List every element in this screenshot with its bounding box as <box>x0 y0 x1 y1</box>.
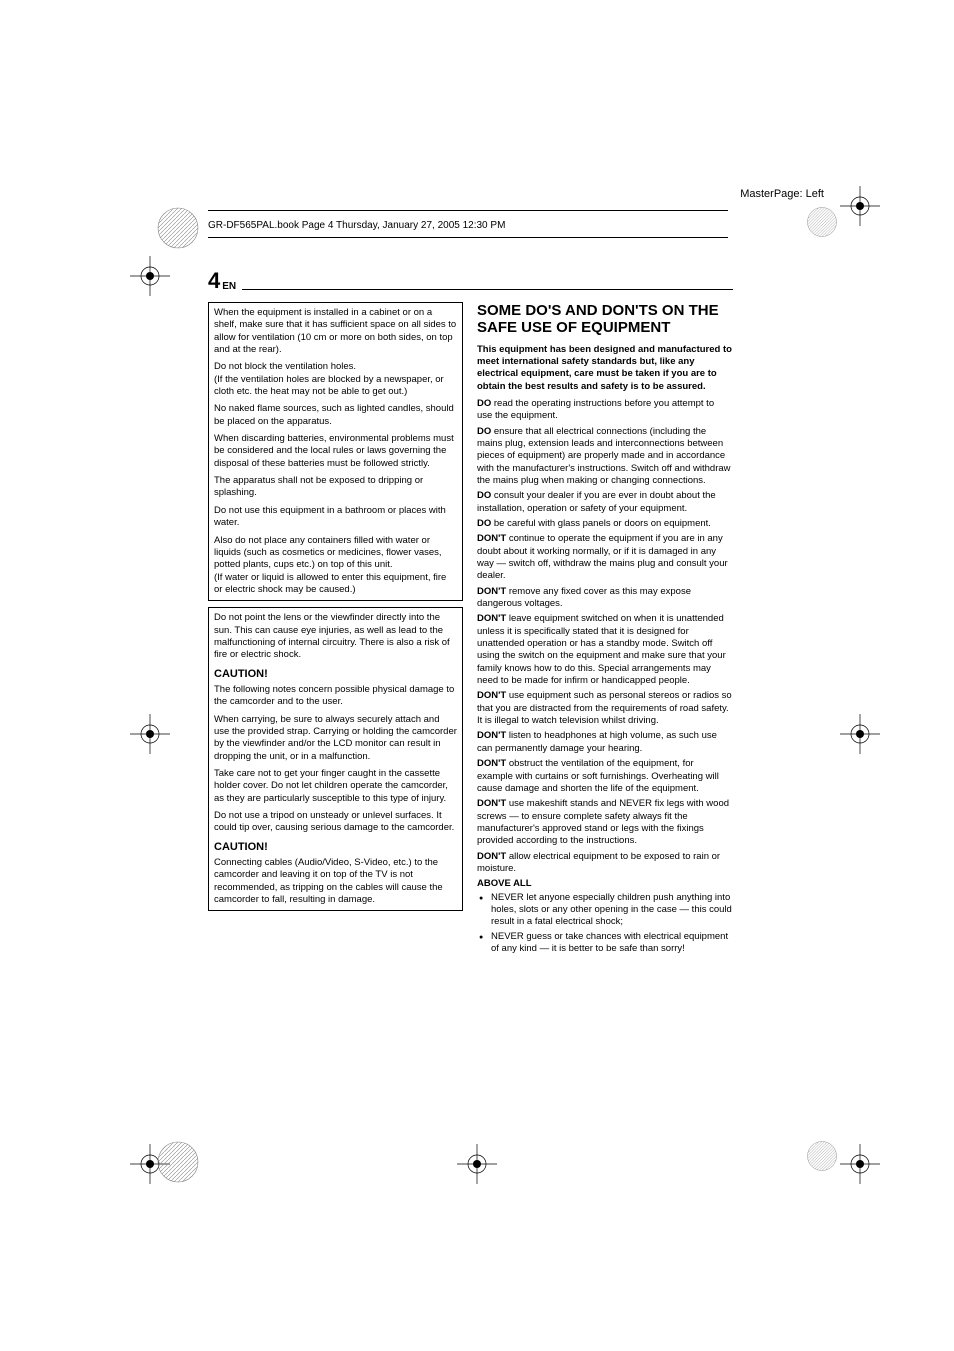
caution-para: When carrying, be sure to always securel… <box>214 714 457 763</box>
page-number-row: 4 EN <box>208 268 733 294</box>
page-rule <box>242 289 733 290</box>
corner-hatch-icon <box>156 1140 200 1184</box>
registration-mark-icon <box>840 1144 880 1184</box>
ventilation-warning-box: When the equipment is installed in a cab… <box>208 302 463 601</box>
corner-hatch-icon <box>806 1140 838 1172</box>
caution-para: Connecting cables (Audio/Video, S-Video,… <box>214 857 457 906</box>
caution-heading: CAUTION! <box>214 840 457 854</box>
do-item: DO read the operating instructions befor… <box>477 398 732 423</box>
two-column-layout: When the equipment is installed in a cab… <box>208 302 733 957</box>
do-item: DO ensure that all electrical connection… <box>477 426 732 488</box>
page-content: 4 EN When the equipment is installed in … <box>208 268 733 957</box>
do-item: DO consult your dealer if you are ever i… <box>477 490 732 515</box>
bullet-item: NEVER let anyone especially children pus… <box>477 892 732 929</box>
above-all-heading: ABOVE ALL <box>477 878 732 890</box>
section-intro: This equipment has been designed and man… <box>477 344 732 393</box>
book-header-text: GR-DF565PAL.book Page 4 Thursday, Januar… <box>208 220 728 231</box>
caution-intro: Do not point the lens or the viewfinder … <box>214 612 457 661</box>
dont-item: DON'T leave equipment switched on when i… <box>477 613 732 687</box>
dont-item: DON'T use makeshift stands and NEVER fix… <box>477 798 732 847</box>
warning-para: When the equipment is installed in a cab… <box>214 307 457 356</box>
right-column: SOME DO'S AND DON'TS ON THE SAFE USE OF … <box>477 302 732 957</box>
dont-item: DON'T continue to operate the equipment … <box>477 533 732 582</box>
caution-box: Do not point the lens or the viewfinder … <box>208 607 463 911</box>
dont-item: DON'T allow electrical equipment to be e… <box>477 851 732 876</box>
warning-para: Do not use this equipment in a bathroom … <box>214 505 457 530</box>
bullet-item: NEVER guess or take chances with electri… <box>477 931 732 956</box>
registration-mark-icon <box>130 256 170 296</box>
corner-hatch-icon <box>806 206 838 238</box>
caution-para: Do not use a tripod on unsteady or unlev… <box>214 810 457 835</box>
page-lang-label: EN <box>222 281 236 292</box>
page-number: 4 <box>208 268 220 294</box>
dont-item: DON'T listen to headphones at high volum… <box>477 730 732 755</box>
warning-para: (If water or liquid is allowed to enter … <box>214 572 457 597</box>
master-page-label: MasterPage: Left <box>740 188 824 200</box>
registration-mark-icon <box>840 186 880 226</box>
dont-item: DON'T remove any fixed cover as this may… <box>477 586 732 611</box>
registration-mark-icon <box>130 714 170 754</box>
warning-para: Do not block the ventilation holes. <box>214 361 457 373</box>
above-all-bullets: NEVER let anyone especially children pus… <box>477 892 732 956</box>
do-item: DO be careful with glass panels or doors… <box>477 518 732 530</box>
registration-mark-icon <box>840 714 880 754</box>
left-column: When the equipment is installed in a cab… <box>208 302 463 957</box>
caution-para: The following notes concern possible phy… <box>214 684 457 709</box>
warning-para: No naked flame sources, such as lighted … <box>214 403 457 428</box>
caution-heading: CAUTION! <box>214 667 457 681</box>
section-title: SOME DO'S AND DON'TS ON THE SAFE USE OF … <box>477 302 732 337</box>
dont-item: DON'T obstruct the ventilation of the eq… <box>477 758 732 795</box>
header-rule <box>208 237 728 238</box>
warning-para: When discarding batteries, environmental… <box>214 433 457 470</box>
donts-list: DON'T continue to operate the equipment … <box>477 533 732 875</box>
warning-para: (If the ventilation holes are blocked by… <box>214 374 457 399</box>
warning-para: Also do not place any containers filled … <box>214 535 457 572</box>
dont-item: DON'T use equipment such as personal ste… <box>477 690 732 727</box>
registration-mark-icon <box>457 1144 497 1184</box>
caution-para: Take care not to get your finger caught … <box>214 768 457 805</box>
header-rule <box>208 210 728 211</box>
warning-para: The apparatus shall not be exposed to dr… <box>214 475 457 500</box>
corner-hatch-icon <box>156 206 200 250</box>
dos-list: DO read the operating instructions befor… <box>477 398 732 530</box>
